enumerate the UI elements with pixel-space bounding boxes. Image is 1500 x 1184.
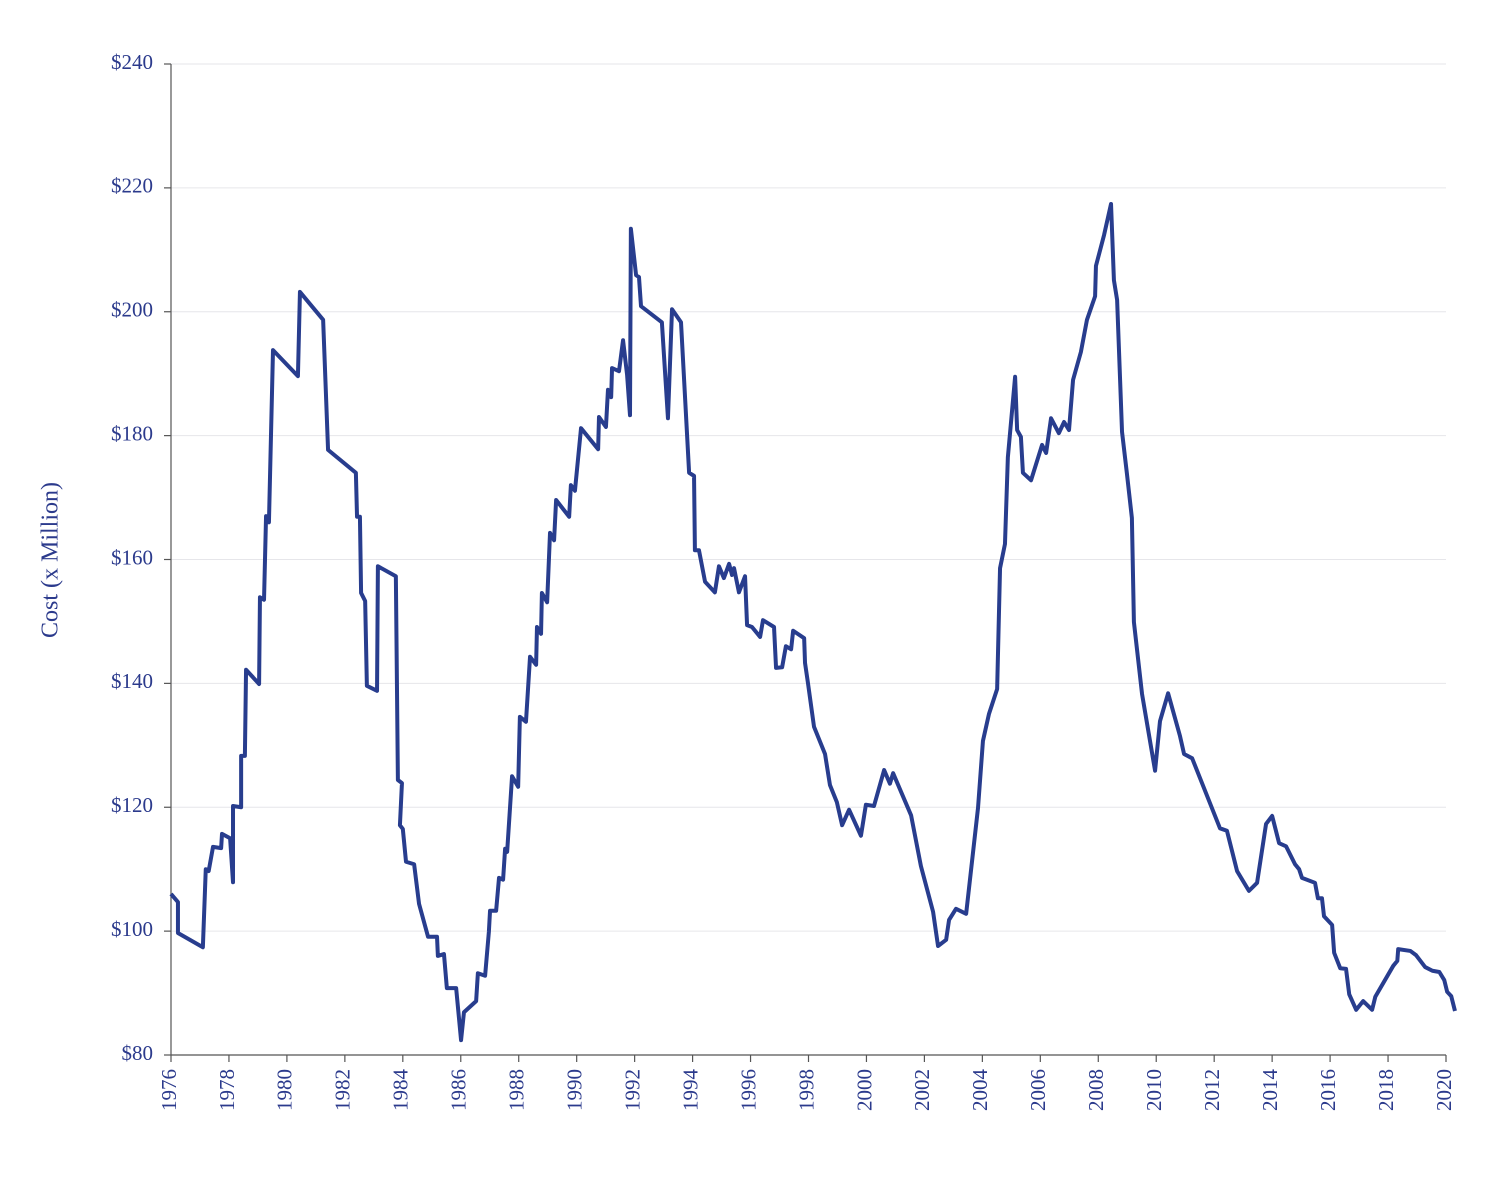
x-tick-label: 2016 (1316, 1069, 1340, 1111)
x-tick-label: 2008 (1084, 1069, 1108, 1111)
x-tick-label: 2018 (1374, 1069, 1398, 1111)
x-tick-label: 2006 (1026, 1069, 1050, 1111)
x-tick-label: 1982 (331, 1069, 355, 1111)
y-tick-label: $80 (122, 1041, 154, 1065)
x-tick-label: 1998 (794, 1069, 818, 1111)
x-tick-label: 1976 (157, 1069, 181, 1111)
x-tick-label: 1984 (389, 1069, 413, 1112)
y-tick-label: $160 (111, 545, 153, 569)
x-tick-label: 2004 (968, 1069, 992, 1112)
x-tick-label: 1986 (447, 1069, 471, 1111)
x-tick-label: 1978 (215, 1069, 239, 1111)
x-tick-label: 1988 (505, 1069, 529, 1111)
y-tick-label: $240 (111, 50, 153, 74)
y-tick-label: $100 (111, 917, 153, 941)
x-tick-label: 1996 (736, 1069, 760, 1111)
x-tick-label: 2014 (1258, 1069, 1282, 1112)
x-tick-label: 2000 (852, 1069, 876, 1111)
y-axis-title: Cost (x Million) (38, 482, 64, 638)
x-tick-label: 1980 (273, 1069, 297, 1111)
y-tick-label: $200 (111, 298, 153, 322)
x-tick-label: 2020 (1432, 1069, 1456, 1111)
data-line (169, 201, 1457, 1043)
x-tick-label: 1990 (562, 1069, 586, 1111)
x-tick-label: 2012 (1200, 1069, 1224, 1111)
y-tick-label: $220 (111, 174, 153, 198)
y-tick-label: $120 (111, 793, 153, 817)
x-tick-label: 2010 (1142, 1069, 1166, 1111)
y-tick-label: $140 (111, 669, 153, 693)
x-tick-label: 2002 (910, 1069, 934, 1111)
x-tick-label: 1992 (620, 1069, 644, 1111)
y-tick-label: $180 (111, 421, 153, 445)
x-tick-label: 1994 (678, 1069, 702, 1112)
